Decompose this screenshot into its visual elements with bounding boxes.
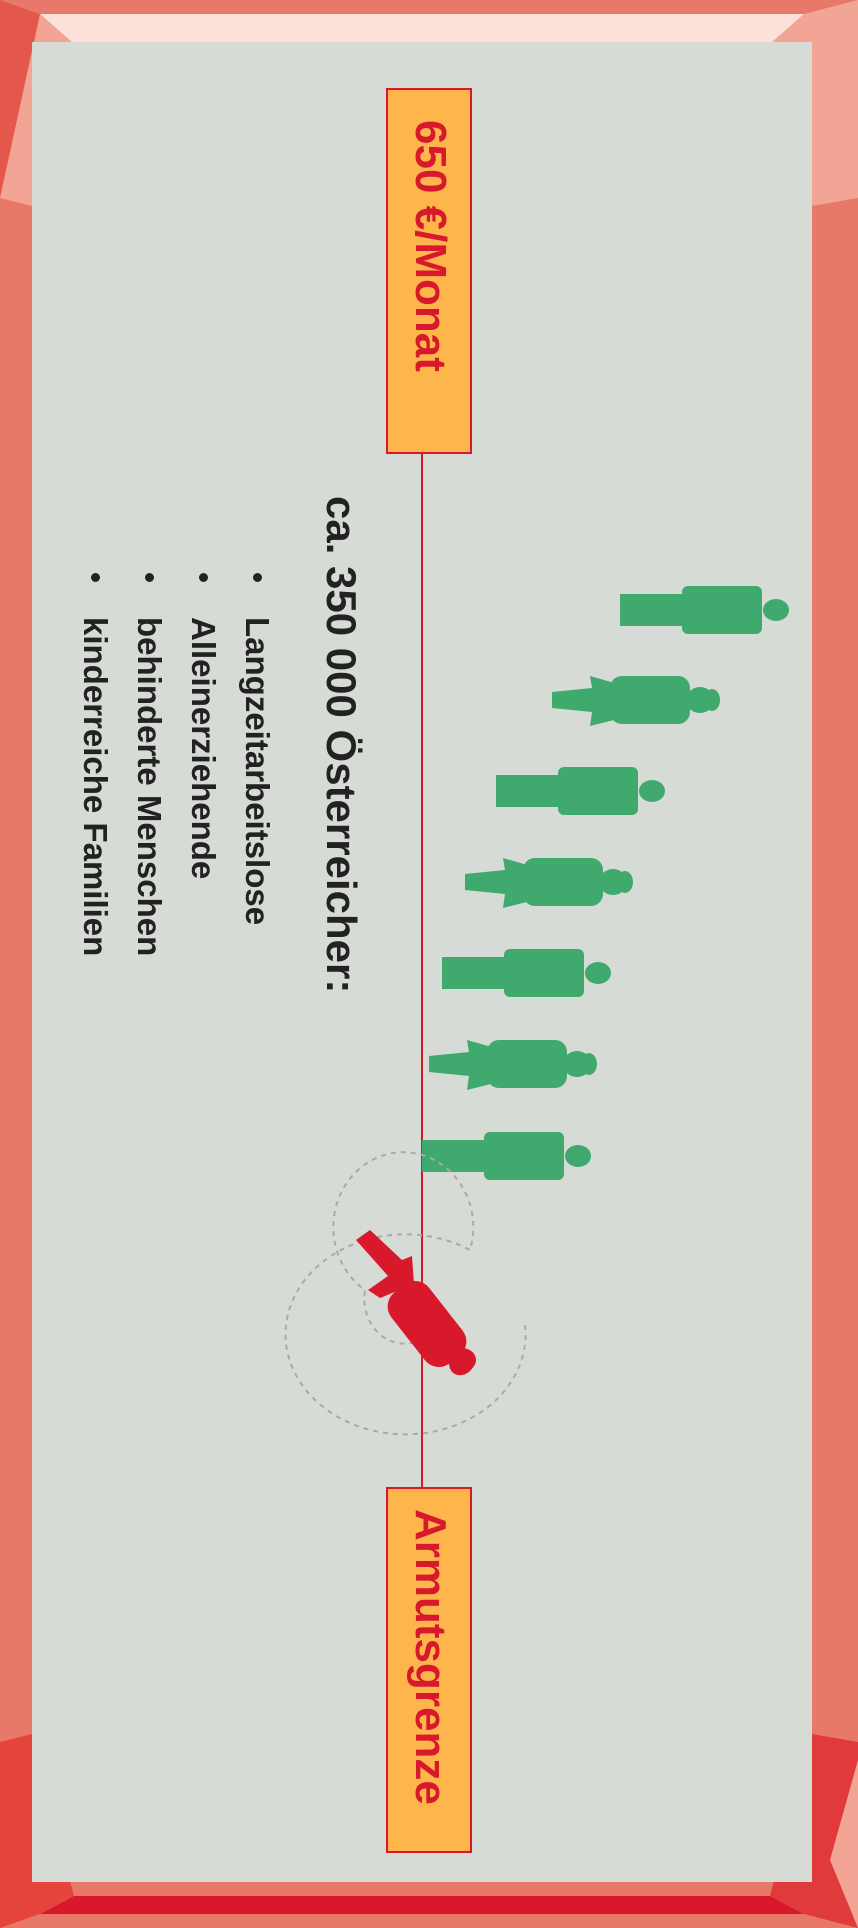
person-male-icon [422,1132,591,1180]
list-item: behinderte Menschen [131,617,168,957]
list-item: Langzeitarbeitslose [239,617,276,926]
list-bullet [253,573,262,582]
person-female-icon [429,1040,597,1090]
poverty-threshold-line [421,452,423,1488]
affected-people-heading: ca. 350 000 Österreicher: [318,496,365,994]
person-female-icon [552,676,720,726]
list-item: kinderreiche Familien [77,617,114,957]
person-male-icon [496,767,665,815]
person-male-icon [620,586,789,634]
list-bullet [199,573,208,582]
list-bullet [91,573,100,582]
list-bullet [145,573,154,582]
poverty-line-label-box: Armutsgrenze [386,1487,472,1853]
list-item: Alleinerziehende [185,617,222,880]
person-male-icon [442,949,611,997]
person-female-icon [465,858,633,908]
income-label-box: 650 €/Monat [386,88,472,454]
falling-person-icon [284,1151,527,1436]
